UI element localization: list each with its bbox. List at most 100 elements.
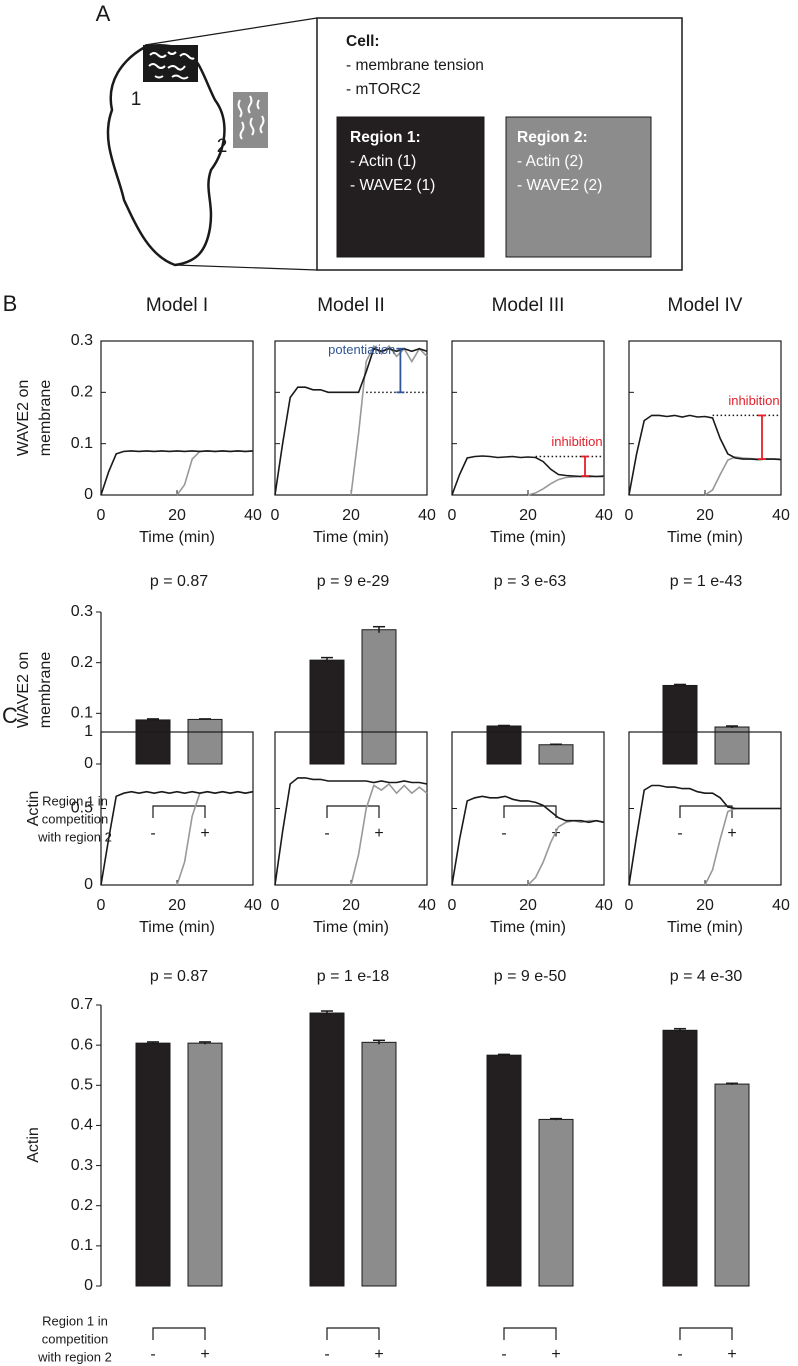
bar [714, 726, 750, 765]
bar [538, 744, 574, 765]
x-axis-label: Time (min) [490, 919, 566, 936]
region-title: Region 1: [350, 129, 421, 146]
bar [135, 719, 171, 765]
y-tick-label: 0.1 [71, 435, 93, 452]
comparison-bracket [679, 805, 733, 818]
bar [309, 659, 345, 765]
bar [662, 684, 698, 765]
series-line [628, 414, 782, 496]
y-axis-label: Actin [25, 791, 42, 827]
bar [135, 1042, 171, 1287]
x-axis-label: Time (min) [667, 919, 743, 936]
y-axis-label: membrane [37, 652, 54, 729]
actin-squiggles [148, 51, 195, 80]
x-axis-label: Region 1 in [42, 1313, 108, 1328]
p-value: p = 1 e-18 [317, 968, 390, 985]
series-line [628, 784, 781, 886]
category-label: + [727, 825, 736, 842]
plot-frame [451, 340, 605, 496]
category-label: - [501, 825, 506, 842]
category-label: - [150, 825, 155, 842]
region-1-box [336, 116, 485, 258]
p-value: p = 9 e-29 [317, 573, 390, 590]
category-label: + [374, 825, 383, 842]
x-tick-label: 0 [625, 897, 634, 914]
y-axis-label: WAVE2 on [15, 652, 32, 728]
x-tick-label: 20 [519, 897, 537, 914]
x-axis-label: Time (min) [313, 919, 389, 936]
cell-title: Cell: [346, 33, 380, 50]
category-label: + [200, 825, 209, 842]
x-tick-label: 40 [595, 897, 613, 914]
region-marker: 2 [217, 136, 228, 157]
category-label: - [501, 1346, 506, 1363]
x-tick-label: 40 [244, 507, 262, 524]
category-label: - [324, 1346, 329, 1363]
y-tick-label: 1 [84, 723, 93, 740]
chart-title: Model IV [668, 295, 743, 316]
y-tick-label: 0 [84, 1277, 93, 1294]
x-axis-label: with region 2 [37, 829, 112, 844]
y-tick-label: 0 [84, 876, 93, 893]
series-line [100, 790, 254, 886]
y-tick-label: 0 [84, 486, 93, 503]
panel-label: B [3, 291, 18, 316]
x-tick-label: 0 [625, 507, 634, 524]
plot-frame [451, 731, 605, 886]
x-tick-label: 40 [418, 507, 436, 524]
bar [486, 1054, 522, 1287]
panel-label: C [2, 703, 18, 728]
chart-title: Model III [492, 295, 565, 316]
x-tick-label: 0 [448, 897, 457, 914]
comparison-bracket [503, 1327, 557, 1340]
comparison-bracket [152, 1327, 206, 1340]
x-tick-label: 0 [97, 507, 106, 524]
p-value: p = 0.87 [150, 968, 208, 985]
y-axis-label: WAVE2 on [15, 380, 32, 456]
comparison-bracket [152, 805, 206, 818]
bar [714, 1083, 750, 1287]
y-tick-label: 0.3 [71, 332, 93, 349]
category-label: - [324, 825, 329, 842]
annotation-label: inhibition [551, 434, 602, 449]
y-tick-label: 0.5 [71, 1077, 93, 1094]
comparison-bracket [503, 805, 557, 818]
cell-item: - membrane tension [346, 57, 484, 74]
x-axis-label: Time (min) [313, 529, 389, 546]
x-axis-label: Time (min) [490, 529, 566, 546]
plot-frame [274, 340, 428, 496]
x-axis-label: Time (min) [139, 919, 215, 936]
series-line [451, 795, 605, 886]
bar [187, 1042, 223, 1287]
bar [309, 1012, 345, 1287]
series-line [350, 344, 428, 496]
category-label: - [677, 1346, 682, 1363]
bar [361, 1041, 397, 1287]
series-line [274, 347, 428, 496]
series-line [704, 456, 781, 496]
category-label: - [677, 825, 682, 842]
region-item: - Actin (1) [350, 153, 416, 170]
x-tick-label: 40 [772, 507, 790, 524]
comparison-bracket [326, 805, 380, 818]
y-tick-label: 0.7 [71, 996, 93, 1013]
region-2-box [505, 116, 652, 258]
cell-diagram: 1 2 Cell: - membrane tension - mTORC2 Re… [106, 17, 683, 271]
x-axis-label: Region 1 in [42, 793, 108, 808]
x-tick-label: 40 [772, 897, 790, 914]
comparison-bracket [326, 1327, 380, 1340]
x-tick-label: 20 [519, 507, 537, 524]
series-line [350, 782, 428, 886]
region-marker: 1 [131, 89, 142, 110]
bar [187, 718, 223, 765]
panel-label: A [96, 1, 111, 26]
y-tick-label: 0.1 [71, 705, 93, 722]
p-value: p = 9 e-50 [494, 968, 567, 985]
series-line [527, 819, 605, 886]
p-value: p = 4 e-30 [670, 968, 743, 985]
region-title: Region 2: [517, 129, 588, 146]
x-tick-label: 0 [97, 897, 106, 914]
x-axis-label: Time (min) [139, 529, 215, 546]
y-tick-label: 0.2 [71, 384, 93, 401]
